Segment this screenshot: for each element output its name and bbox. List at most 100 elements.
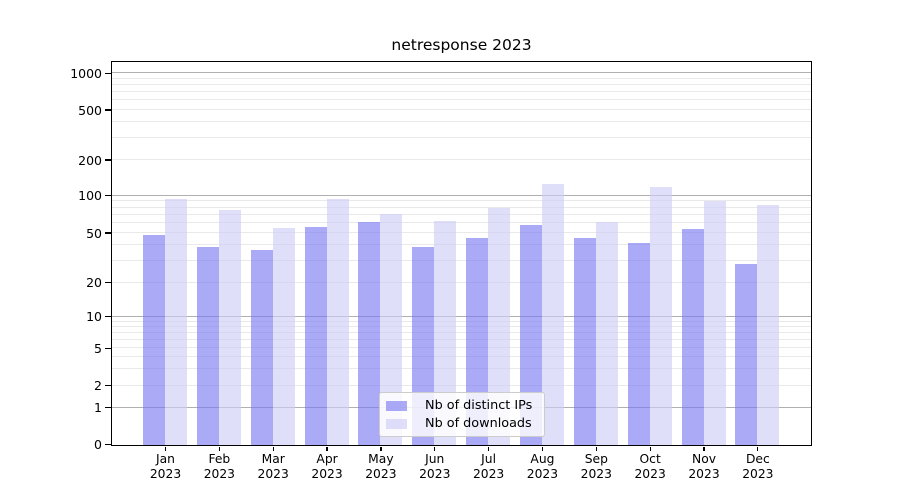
gridline-600 bbox=[111, 99, 811, 101]
gridline-7 bbox=[111, 331, 811, 333]
bar-downloads-feb bbox=[218, 209, 241, 445]
gridline-200 bbox=[111, 159, 811, 160]
ytick-mark-2 bbox=[105, 385, 111, 387]
xtick-month: Aug bbox=[530, 452, 555, 466]
xtick-year: 2023 bbox=[149, 467, 182, 481]
gridline-10 bbox=[111, 315, 811, 317]
bar-downloads-nov bbox=[703, 200, 726, 445]
xtick-label-apr: Apr 2023 bbox=[299, 452, 355, 482]
xtick-mark-jul bbox=[487, 446, 490, 451]
xtick-mark-feb bbox=[218, 446, 220, 451]
xtick-label-sep: Sep 2023 bbox=[568, 452, 624, 482]
ytick-mark-0 bbox=[105, 443, 111, 446]
bar-downloads-may bbox=[380, 213, 403, 445]
xtick-month: May bbox=[368, 452, 394, 466]
bar-distinct-ips-apr bbox=[304, 227, 327, 445]
xtick-mark-aug bbox=[541, 446, 544, 451]
legend-row-distinct-ips: Nb of distinct IPs bbox=[386, 398, 544, 413]
bar-distinct-ips-oct bbox=[627, 243, 650, 445]
gridline-900 bbox=[111, 77, 811, 79]
ytick-mark-5 bbox=[105, 347, 111, 349]
xtick-label-jan: Jan 2023 bbox=[138, 452, 194, 482]
xtick-month: Feb bbox=[208, 452, 231, 466]
ytick-mark-50 bbox=[105, 232, 111, 234]
gridline-40 bbox=[111, 244, 811, 246]
xtick-year: 2023 bbox=[580, 467, 612, 481]
gridline-60 bbox=[111, 222, 811, 224]
xtick-year: 2023 bbox=[311, 467, 343, 481]
bar-downloads-mar bbox=[272, 228, 295, 445]
legend-swatch-downloads bbox=[386, 418, 407, 429]
gridline-70 bbox=[111, 213, 811, 215]
xtick-mark-apr bbox=[326, 446, 328, 451]
bar-downloads-jul bbox=[488, 207, 511, 445]
ytick-label-50: 50 bbox=[86, 225, 102, 241]
xtick-mark-sep bbox=[595, 446, 597, 451]
bar-downloads-aug bbox=[541, 184, 564, 445]
ytick-label-0: 0 bbox=[94, 437, 102, 452]
bar-distinct-ips-dec bbox=[735, 263, 758, 445]
xtick-label-nov: Nov 2023 bbox=[676, 452, 732, 482]
xtick-mark-mar bbox=[272, 446, 274, 451]
ytick-label-100: 100 bbox=[78, 188, 102, 204]
bar-downloads-dec bbox=[757, 205, 780, 445]
gridline-300 bbox=[111, 136, 811, 138]
gridline-400 bbox=[111, 121, 811, 123]
xtick-year: 2023 bbox=[365, 467, 397, 481]
xtick-label-mar: Mar 2023 bbox=[245, 452, 301, 482]
ytick-label-1: 1 bbox=[94, 400, 102, 415]
ytick-label-500: 500 bbox=[78, 102, 102, 118]
xtick-month: Sep bbox=[584, 452, 608, 466]
ytick-mark-1000 bbox=[105, 72, 111, 74]
legend-row-downloads: Nb of downloads bbox=[386, 416, 544, 431]
gridline-3 bbox=[111, 368, 811, 370]
gridline-50 bbox=[111, 232, 811, 233]
bar-distinct-ips-may bbox=[358, 221, 381, 445]
xtick-month: Mar bbox=[261, 452, 285, 466]
xtick-month: Nov bbox=[692, 452, 716, 466]
bar-distinct-ips-sep bbox=[573, 238, 596, 445]
xtick-label-dec: Dec 2023 bbox=[730, 452, 786, 482]
xtick-year: 2023 bbox=[472, 467, 505, 481]
gridline-8 bbox=[111, 325, 811, 327]
bar-distinct-ips-nov bbox=[681, 229, 704, 445]
ytick-mark-100 bbox=[105, 195, 111, 197]
gridline-9 bbox=[111, 320, 811, 322]
xtick-month: Jul bbox=[481, 452, 497, 466]
gridline-30 bbox=[111, 259, 811, 261]
bar-downloads-sep bbox=[595, 221, 618, 445]
xtick-label-jul: Jul 2023 bbox=[461, 452, 517, 482]
bar-distinct-ips-feb bbox=[196, 247, 219, 445]
ytick-label-20: 20 bbox=[86, 275, 102, 291]
bar-downloads-jun bbox=[434, 220, 457, 445]
xtick-year: 2023 bbox=[688, 467, 720, 481]
xtick-label-oct: Oct 2023 bbox=[622, 452, 678, 482]
xtick-year: 2023 bbox=[742, 467, 774, 481]
gridline-20 bbox=[111, 281, 811, 283]
gridline-700 bbox=[111, 91, 811, 93]
xtick-year: 2023 bbox=[203, 467, 235, 481]
gridline-6 bbox=[111, 338, 811, 340]
bar-distinct-ips-mar bbox=[250, 250, 273, 445]
chart-title: netresponse 2023 bbox=[391, 36, 532, 54]
xtick-mark-jan bbox=[164, 446, 167, 451]
xtick-month: Dec bbox=[745, 452, 770, 466]
gridline-500 bbox=[111, 109, 811, 110]
xtick-label-jun: Jun 2023 bbox=[407, 452, 463, 482]
gridline-100 bbox=[111, 194, 811, 196]
ytick-mark-10 bbox=[105, 316, 111, 318]
gridline-4 bbox=[111, 356, 811, 358]
plot-area bbox=[110, 60, 812, 446]
ytick-label-5: 5 bbox=[94, 340, 102, 356]
gridline-2 bbox=[111, 384, 811, 386]
gridline-800 bbox=[111, 84, 811, 86]
ytick-mark-1 bbox=[105, 406, 111, 409]
gridline-90 bbox=[111, 200, 811, 202]
bar-downloads-oct bbox=[649, 186, 672, 445]
gridline-5 bbox=[111, 347, 811, 349]
xtick-mark-oct bbox=[649, 446, 651, 451]
xtick-mark-may bbox=[380, 446, 382, 451]
xtick-year: 2023 bbox=[526, 467, 559, 481]
bar-distinct-ips-jan bbox=[143, 234, 165, 445]
bar-downloads-jan bbox=[165, 198, 187, 445]
